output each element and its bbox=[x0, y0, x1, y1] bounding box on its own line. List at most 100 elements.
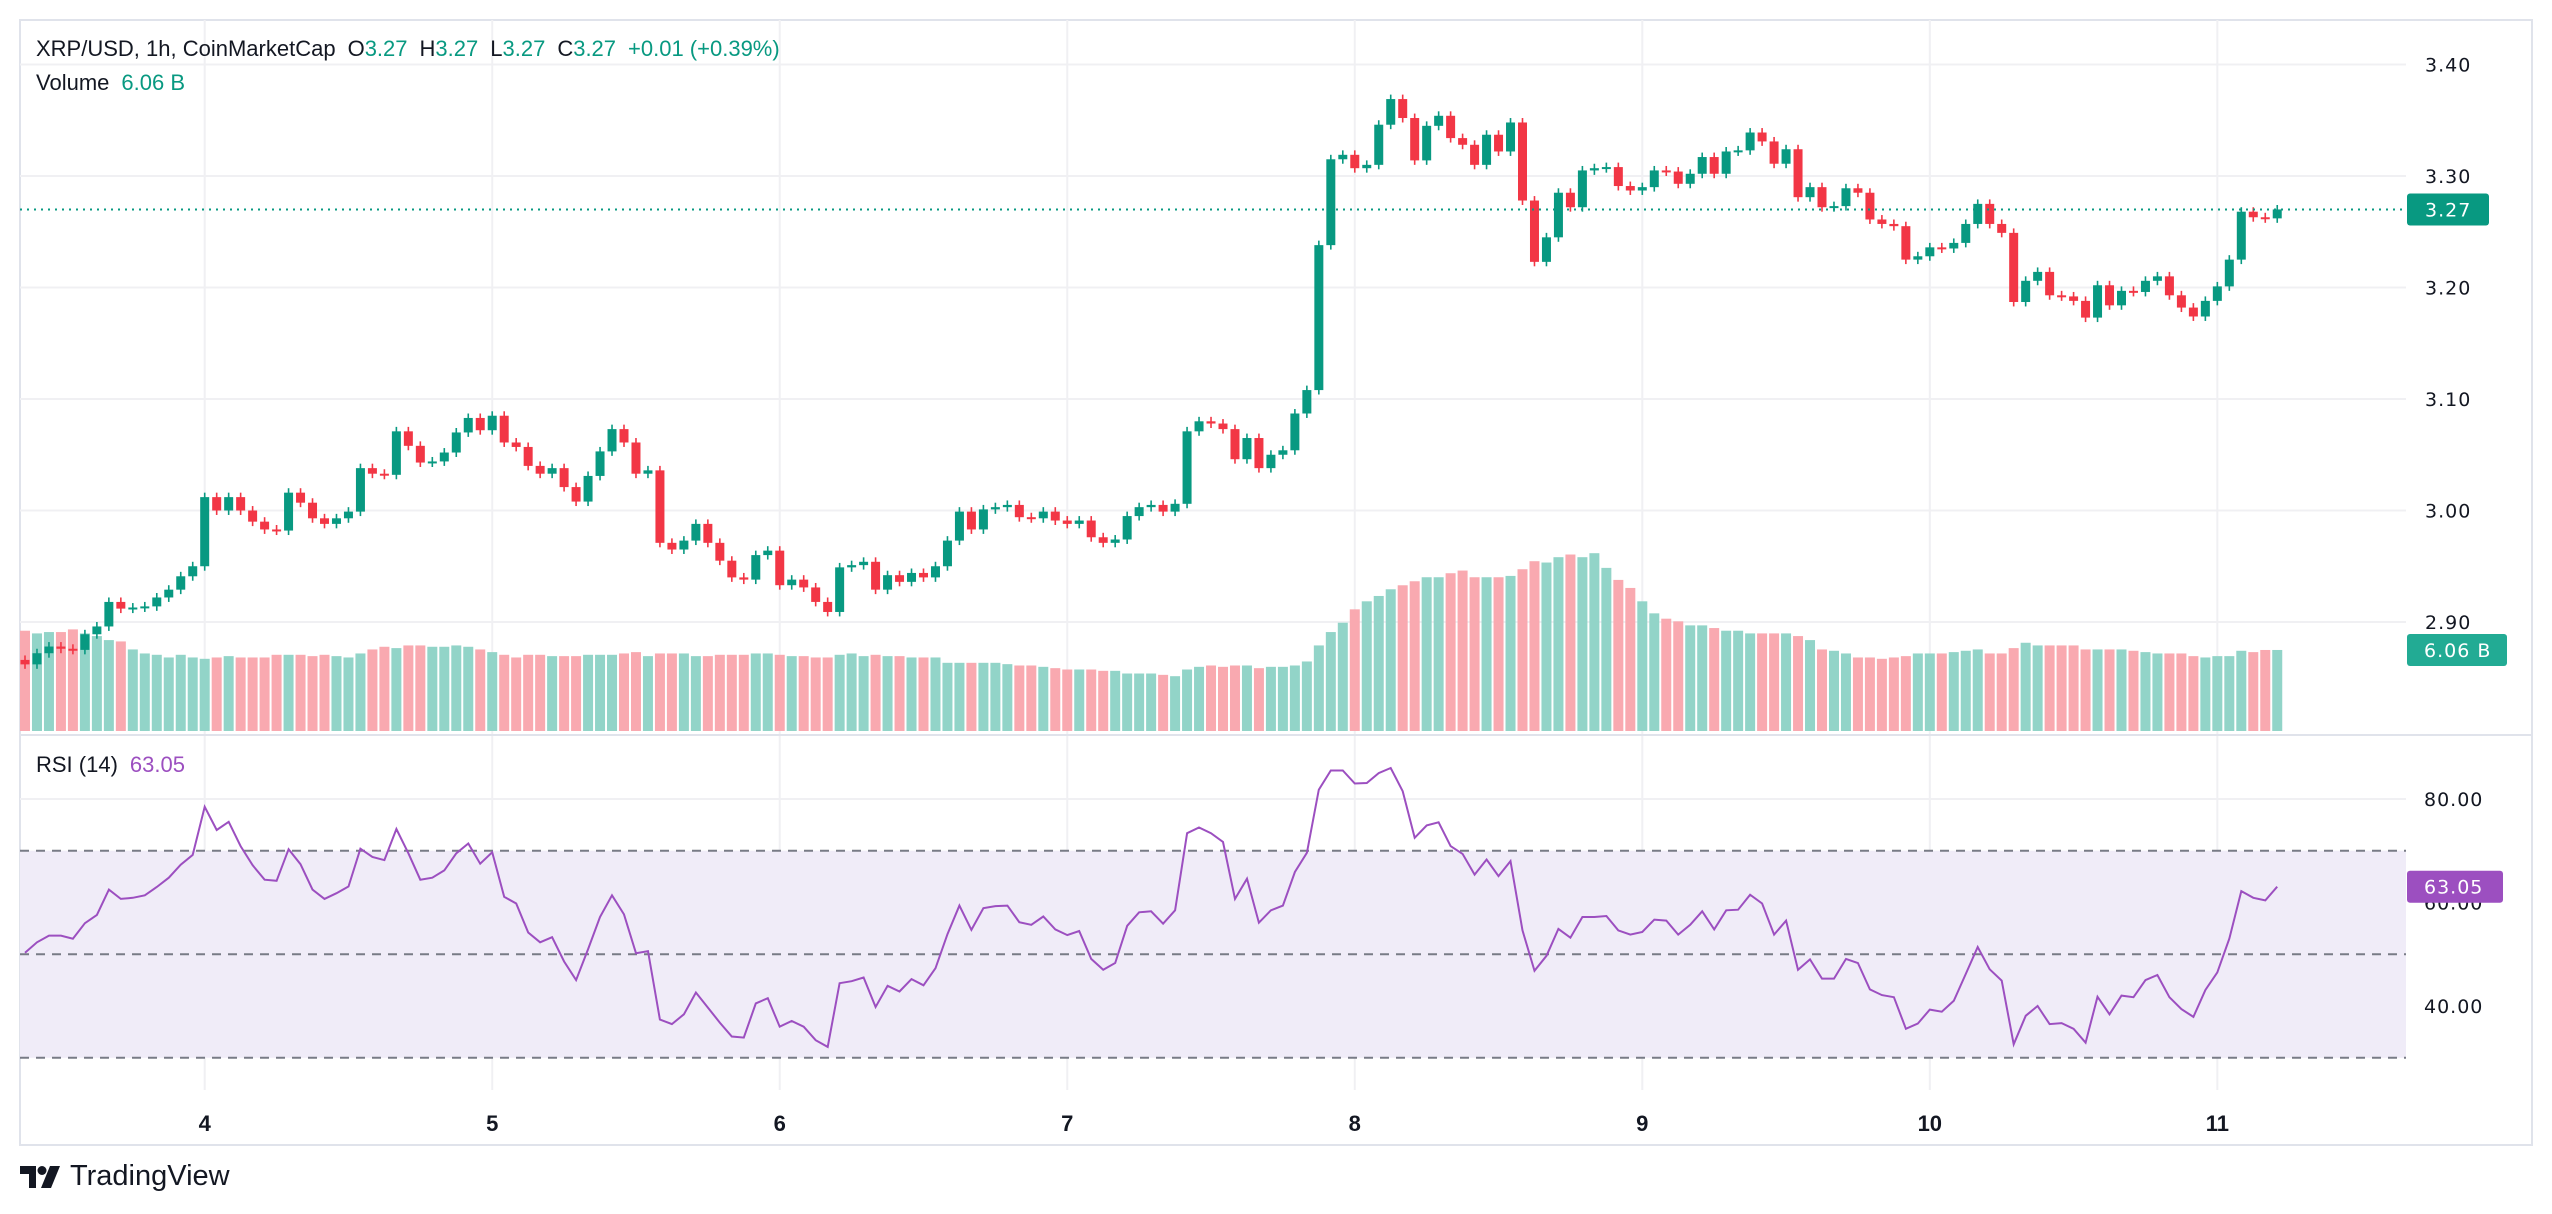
volume-badge: 6.06 B bbox=[2407, 633, 2507, 666]
candle-body bbox=[1889, 223, 1899, 227]
candle bbox=[1805, 182, 1815, 202]
candle bbox=[1565, 188, 1575, 212]
candle bbox=[2009, 228, 2019, 307]
volume-bar bbox=[139, 653, 150, 731]
symbol-title[interactable]: XRP/USD, 1h, CoinMarketCap bbox=[36, 36, 336, 61]
volume-bar bbox=[607, 654, 618, 731]
tradingview-logo[interactable]: TradingView bbox=[20, 1160, 230, 1193]
volume-bar bbox=[1781, 633, 1792, 731]
volume-bar bbox=[918, 657, 929, 731]
candle bbox=[571, 482, 581, 507]
volume-bar bbox=[271, 654, 282, 731]
candle bbox=[1350, 150, 1360, 173]
candle-body bbox=[978, 509, 988, 530]
candle bbox=[751, 550, 761, 585]
volume-bar bbox=[1529, 561, 1540, 731]
candle-body bbox=[1973, 203, 1983, 224]
candle-body bbox=[152, 597, 162, 607]
candle bbox=[1901, 221, 1911, 265]
price-axis[interactable]: 3.40 3.30 3.20 3.10 3.00 2.90 bbox=[2425, 55, 2471, 635]
candle-body bbox=[1925, 247, 1935, 257]
volume-bar bbox=[1817, 649, 1827, 731]
candle bbox=[1218, 419, 1228, 434]
tradingview-logo-icon bbox=[20, 1165, 60, 1188]
candle-body bbox=[2021, 280, 2031, 302]
candle-body bbox=[1661, 170, 1671, 173]
price-tick-label: 3.10 bbox=[2425, 389, 2471, 411]
volume-bar bbox=[1541, 562, 1552, 731]
rsi-badge-text: 63.05 bbox=[2424, 877, 2483, 899]
candle bbox=[859, 557, 869, 570]
candle-body bbox=[1482, 134, 1492, 165]
volume-bar bbox=[1972, 649, 1983, 731]
rsi-legend[interactable]: RSI (14) 63.05 bbox=[36, 752, 185, 778]
candle bbox=[1541, 232, 1551, 267]
volume-bar bbox=[834, 654, 845, 731]
volume-bar bbox=[499, 654, 510, 731]
volume-bar bbox=[103, 640, 114, 731]
volume-bar bbox=[79, 633, 90, 731]
candle bbox=[1529, 196, 1539, 267]
rsi-tick-label: 80.00 bbox=[2424, 789, 2483, 811]
volume-bar bbox=[1170, 676, 1181, 731]
volume-bar bbox=[355, 653, 366, 731]
candle bbox=[1853, 183, 1863, 198]
candle bbox=[2260, 212, 2270, 223]
volume-bar bbox=[702, 656, 713, 731]
symbol-legend[interactable]: XRP/USD, 1h, CoinMarketCap O 3.27 H 3.27 L… bbox=[36, 36, 780, 62]
candle bbox=[1278, 445, 1288, 460]
candle-body bbox=[248, 510, 258, 522]
volume-bar bbox=[1301, 661, 1312, 731]
volume-bar bbox=[1721, 630, 1732, 731]
volume-bar bbox=[1433, 577, 1444, 731]
candle-body bbox=[954, 511, 964, 541]
candle-body bbox=[1074, 520, 1084, 524]
candle-body bbox=[1805, 187, 1815, 198]
volume-bar bbox=[906, 657, 917, 731]
volume-bar bbox=[1769, 633, 1780, 731]
candle bbox=[1026, 512, 1036, 523]
candle bbox=[655, 465, 665, 548]
candle-body bbox=[104, 601, 114, 627]
candle bbox=[1002, 500, 1012, 512]
volume-bar bbox=[1349, 609, 1360, 731]
candle bbox=[200, 492, 210, 571]
candle bbox=[1494, 130, 1504, 156]
volume-bar bbox=[1876, 658, 1887, 731]
candle bbox=[1182, 426, 1192, 509]
volume-bar bbox=[1229, 665, 1240, 731]
volume-bar bbox=[1026, 665, 1037, 731]
candle bbox=[691, 519, 701, 546]
candle bbox=[128, 603, 138, 614]
candle bbox=[20, 655, 30, 669]
volume-bar bbox=[595, 654, 606, 731]
volume-legend[interactable]: Volume 6.06 B bbox=[36, 70, 185, 96]
candle bbox=[80, 629, 90, 655]
candle-body bbox=[1254, 438, 1264, 469]
candle bbox=[1997, 219, 2007, 238]
candle-body bbox=[427, 461, 437, 464]
volume-bar bbox=[2032, 645, 2043, 731]
volume-bar bbox=[1625, 587, 1636, 731]
candlesticks bbox=[20, 94, 2282, 669]
candle bbox=[1446, 111, 1456, 143]
candle bbox=[1098, 532, 1108, 548]
volume-bar bbox=[463, 646, 474, 731]
candle bbox=[1062, 516, 1072, 529]
candle bbox=[1050, 507, 1060, 525]
candle bbox=[2212, 281, 2222, 306]
candle bbox=[1398, 94, 1408, 123]
candle bbox=[1961, 219, 1971, 248]
candle-body bbox=[1182, 431, 1192, 504]
candle bbox=[451, 427, 461, 457]
candle-body bbox=[1122, 516, 1132, 540]
candle bbox=[1410, 113, 1420, 165]
volume-value: 6.06 B bbox=[121, 70, 185, 95]
candle bbox=[152, 593, 162, 611]
candle-body bbox=[1589, 168, 1599, 171]
time-axis[interactable]: 4 5 6 7 8 9 10 11 bbox=[199, 1111, 2229, 1136]
price-tick-label: 3.00 bbox=[2425, 501, 2471, 523]
volume-bar bbox=[2128, 650, 2139, 731]
candle-body bbox=[391, 431, 401, 475]
